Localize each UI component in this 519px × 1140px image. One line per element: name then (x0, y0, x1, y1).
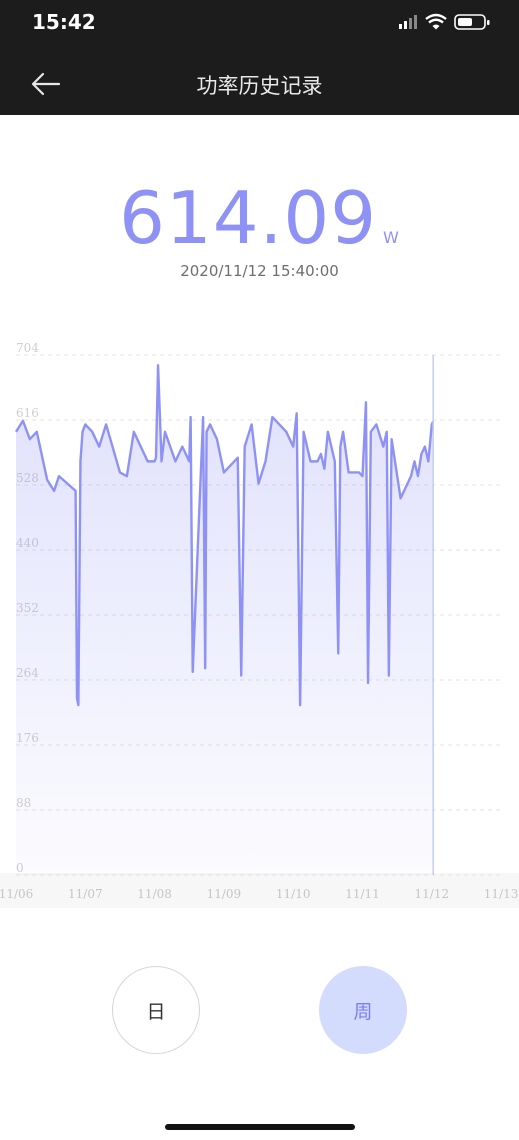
x-tick-label: 11/09 (207, 887, 242, 901)
x-tick-label: 11/10 (276, 887, 311, 901)
tab-day[interactable]: 日 (112, 966, 200, 1054)
x-tick-label: 11/07 (68, 887, 103, 901)
page-title: 功率历史记录 (196, 74, 323, 98)
series-layer (14, 355, 435, 875)
tab-week-label: 周 (353, 1000, 373, 1023)
x-tick-label: 11/13 (484, 887, 519, 901)
series-line (14, 364, 435, 707)
x-tick-label: 11/11 (345, 887, 380, 901)
home-indicator (165, 1124, 355, 1130)
top-bar: 15:42 功率历史记录 (0, 0, 519, 115)
x-axis-band (0, 873, 519, 908)
y-tick-label: 616 (16, 406, 39, 420)
status-icons (399, 13, 490, 30)
x-axis-ticks: 11/06 11/07 11/08 11/09 11/10 11/11 11/12 11/13 (0, 887, 518, 901)
cellular-signal-icon (399, 15, 417, 29)
reading-timestamp: 2020/11/12 15:40:00 (180, 262, 339, 280)
x-tick-label: 11/12 (415, 887, 450, 901)
tab-week[interactable]: 周 (319, 966, 407, 1054)
series-area (16, 365, 434, 875)
power-unit: W (383, 228, 400, 247)
x-tick-label: 11/08 (137, 887, 172, 901)
current-power-readout: 614.09 W (0, 176, 519, 260)
power-history-chart[interactable]: 088176264352440528616704 11/0611/0711/08… (0, 335, 519, 910)
back-arrow-icon[interactable] (28, 70, 64, 98)
tab-day-label: 日 (146, 1000, 166, 1023)
status-time: 15:42 (32, 10, 96, 34)
power-value: 614.09 (119, 176, 378, 260)
battery-icon (454, 14, 490, 30)
wifi-icon (425, 13, 447, 30)
y-tick-label: 704 (16, 341, 39, 355)
x-tick-label: 11/06 (0, 887, 33, 901)
